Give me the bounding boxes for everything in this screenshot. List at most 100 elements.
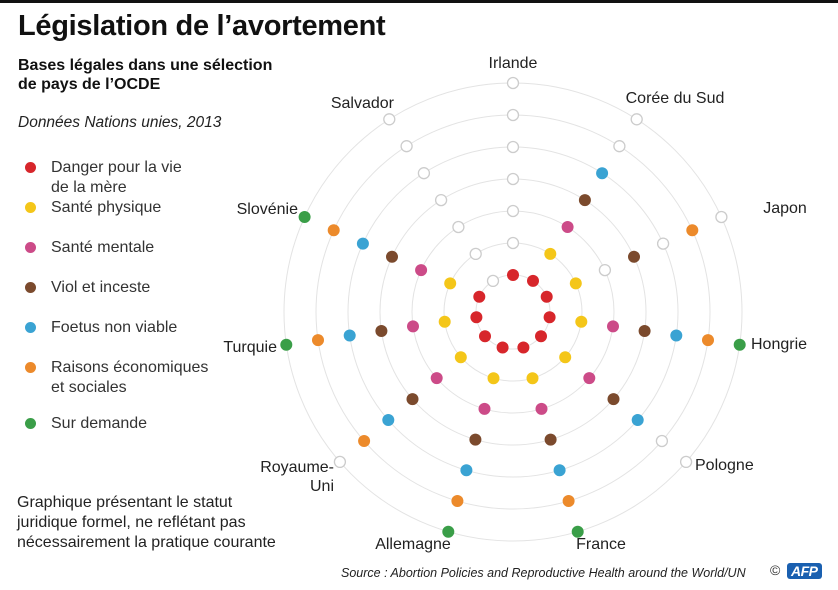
legend-dot xyxy=(25,162,36,173)
dot-not-legal xyxy=(598,263,612,277)
legend-label: Foetus non viable xyxy=(51,319,178,336)
dot-not-legal xyxy=(679,455,693,469)
dot-legal xyxy=(540,290,553,303)
dot-legal xyxy=(358,435,371,447)
dot-legal xyxy=(473,290,486,303)
dot-legal xyxy=(507,269,519,281)
dot-not-legal xyxy=(434,193,448,207)
dot-not-legal xyxy=(417,167,431,180)
top-border xyxy=(0,0,838,3)
dot-not-legal xyxy=(506,140,520,154)
dot-legal xyxy=(470,311,483,324)
dot-not-legal xyxy=(383,113,396,126)
dot-legal xyxy=(469,433,482,446)
dot-legal xyxy=(559,351,572,364)
dot-legal xyxy=(454,351,467,364)
chart-subtitle: Bases légales dans une sélection de pays… xyxy=(18,57,273,93)
legend-label: Viol et inceste xyxy=(51,279,151,296)
dot-legal xyxy=(544,247,557,260)
country-label: France xyxy=(576,536,626,553)
dot-legal xyxy=(479,330,491,343)
dot-legal xyxy=(526,372,539,385)
dot-not-legal xyxy=(655,434,669,448)
dot-legal xyxy=(607,320,619,333)
dot-not-legal xyxy=(656,237,670,250)
country-label: Corée du Sud xyxy=(626,90,725,107)
legend-dot xyxy=(25,242,36,253)
dot-legal xyxy=(527,274,539,287)
dot-legal xyxy=(442,525,455,538)
dot-not-legal xyxy=(400,140,413,153)
dot-not-legal xyxy=(486,274,500,288)
legend-dot xyxy=(25,322,36,333)
copyright-symbol: © xyxy=(770,562,781,578)
dot-legal xyxy=(733,338,746,351)
country-label: Japon xyxy=(763,200,807,217)
dot-legal xyxy=(298,211,311,223)
dot-legal xyxy=(569,277,582,290)
dot-legal xyxy=(631,414,644,426)
dot-legal xyxy=(578,194,591,207)
legend-label: Raisons économiques et sociales xyxy=(51,359,209,396)
dot-legal xyxy=(382,414,395,426)
country-label: Pologne xyxy=(695,457,754,474)
afp-logo: AFP xyxy=(787,563,822,579)
data-note: Données Nations unies, 2013 xyxy=(18,114,222,131)
legend-dot xyxy=(25,418,36,429)
country-label: Hongrie xyxy=(751,336,807,353)
dot-legal xyxy=(327,224,340,237)
country-label: Irlande xyxy=(489,55,538,72)
source-note: Source : Abortion Policies and Reproduct… xyxy=(341,566,746,580)
country-label: Salvador xyxy=(331,95,395,112)
dot-not-legal xyxy=(715,210,728,224)
ring-guide xyxy=(347,146,679,478)
dot-legal xyxy=(415,264,428,277)
dot-legal xyxy=(407,320,419,333)
dot-legal xyxy=(607,393,620,406)
dot-legal xyxy=(517,341,530,354)
dot-legal xyxy=(638,325,651,337)
country-label: Slovénie xyxy=(237,201,298,218)
dot-not-legal xyxy=(506,108,520,122)
dot-legal xyxy=(280,338,293,351)
legend-dot xyxy=(25,362,36,373)
dot-legal xyxy=(562,495,575,507)
dot-legal xyxy=(670,329,683,342)
legend-label: Santé physique xyxy=(51,199,162,216)
dot-legal xyxy=(478,402,491,415)
dot-legal xyxy=(575,315,588,328)
dot-legal xyxy=(356,237,369,250)
dot-not-legal xyxy=(630,113,643,126)
dot-legal xyxy=(487,372,500,385)
dot-legal xyxy=(535,330,547,343)
footnote: Graphique présentant le statut juridique… xyxy=(17,494,276,551)
ring-guide xyxy=(379,178,647,446)
dot-legal xyxy=(686,224,699,237)
dot-legal xyxy=(444,277,457,290)
dot-not-legal xyxy=(469,247,482,261)
dot-legal xyxy=(583,372,596,385)
country-label: Turquie xyxy=(223,339,277,356)
chart-title: Législation de l’avortement xyxy=(18,10,386,42)
dot-not-legal xyxy=(506,204,520,218)
dot-legal xyxy=(386,250,398,263)
dot-legal xyxy=(571,525,584,538)
dot-legal xyxy=(496,341,509,354)
dot-legal xyxy=(343,329,356,342)
dot-not-legal xyxy=(452,220,465,234)
legend-label: Santé mentale xyxy=(51,239,155,256)
country-label: Allemagne xyxy=(375,536,451,553)
dot-legal xyxy=(543,311,556,324)
legend-dot xyxy=(25,202,36,213)
dot-legal xyxy=(535,402,548,415)
dot-legal xyxy=(451,495,464,507)
dot-not-legal xyxy=(613,140,626,153)
dot-legal xyxy=(628,250,640,263)
dot-not-legal xyxy=(506,76,520,90)
legend-label: Sur demande xyxy=(51,415,148,432)
dot-legal xyxy=(312,334,324,347)
dot-legal xyxy=(544,433,557,446)
dots xyxy=(280,76,746,538)
dot-legal xyxy=(553,464,566,477)
